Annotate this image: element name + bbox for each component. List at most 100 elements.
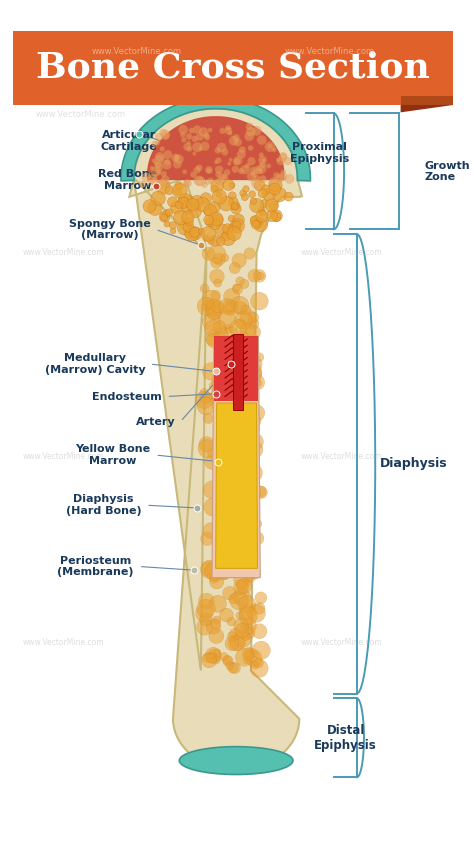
Circle shape — [254, 379, 262, 387]
Circle shape — [197, 297, 215, 315]
Text: Red Bone
Marrow: Red Bone Marrow — [98, 169, 157, 191]
Circle shape — [269, 177, 279, 187]
Circle shape — [240, 309, 256, 326]
Text: Artery: Artery — [136, 417, 176, 427]
Circle shape — [256, 272, 264, 280]
Circle shape — [191, 136, 198, 142]
Circle shape — [200, 388, 209, 398]
Circle shape — [188, 205, 201, 218]
Circle shape — [182, 201, 194, 214]
Circle shape — [233, 134, 240, 141]
Circle shape — [248, 270, 261, 282]
Circle shape — [201, 303, 209, 311]
Circle shape — [223, 395, 237, 408]
Circle shape — [202, 313, 221, 331]
Circle shape — [218, 450, 227, 459]
Circle shape — [199, 436, 214, 452]
Circle shape — [255, 592, 267, 604]
Circle shape — [209, 629, 224, 643]
Circle shape — [211, 655, 220, 664]
Circle shape — [227, 226, 241, 241]
Circle shape — [212, 214, 223, 226]
Circle shape — [164, 221, 170, 227]
Circle shape — [174, 182, 183, 190]
Circle shape — [221, 174, 227, 180]
Circle shape — [240, 190, 246, 197]
Circle shape — [229, 662, 240, 673]
Circle shape — [222, 384, 240, 402]
Circle shape — [225, 637, 239, 650]
Circle shape — [203, 522, 219, 539]
Circle shape — [245, 366, 262, 383]
Text: www.VectorMine.com: www.VectorMine.com — [23, 248, 104, 257]
Circle shape — [243, 375, 252, 384]
Circle shape — [222, 300, 238, 315]
Circle shape — [155, 140, 160, 145]
Circle shape — [209, 566, 224, 582]
Circle shape — [244, 622, 252, 630]
Circle shape — [199, 228, 204, 235]
Circle shape — [213, 461, 223, 471]
Circle shape — [206, 300, 222, 315]
Circle shape — [183, 222, 194, 232]
Circle shape — [245, 441, 263, 459]
Circle shape — [249, 167, 258, 175]
Circle shape — [272, 212, 281, 222]
Circle shape — [233, 464, 250, 480]
Circle shape — [241, 193, 248, 201]
Circle shape — [225, 421, 234, 430]
Circle shape — [239, 606, 257, 624]
Circle shape — [153, 174, 157, 178]
Circle shape — [253, 602, 265, 614]
Circle shape — [236, 277, 244, 285]
Circle shape — [231, 201, 240, 210]
Circle shape — [203, 481, 221, 499]
Circle shape — [214, 279, 222, 287]
Circle shape — [238, 456, 253, 471]
Circle shape — [242, 490, 254, 502]
Circle shape — [225, 127, 232, 135]
Circle shape — [285, 174, 294, 183]
Circle shape — [155, 152, 165, 162]
Circle shape — [185, 230, 192, 238]
Circle shape — [247, 604, 265, 622]
Text: Medullary
(Marrow) Cavity: Medullary (Marrow) Cavity — [45, 353, 145, 375]
Circle shape — [250, 489, 261, 499]
Circle shape — [205, 302, 223, 320]
Circle shape — [202, 654, 217, 668]
Circle shape — [251, 216, 257, 222]
Circle shape — [214, 458, 230, 474]
Circle shape — [180, 198, 190, 207]
Circle shape — [252, 126, 262, 136]
Circle shape — [185, 217, 193, 226]
Circle shape — [139, 181, 146, 188]
Circle shape — [251, 170, 258, 177]
Circle shape — [241, 391, 249, 399]
Circle shape — [228, 416, 241, 430]
Circle shape — [250, 660, 268, 678]
Circle shape — [212, 190, 227, 204]
Circle shape — [229, 320, 247, 337]
Circle shape — [175, 188, 182, 195]
Circle shape — [256, 210, 268, 222]
Circle shape — [227, 161, 231, 166]
Circle shape — [213, 649, 221, 656]
Circle shape — [230, 549, 244, 563]
Circle shape — [162, 132, 169, 140]
Circle shape — [255, 486, 266, 497]
Polygon shape — [147, 116, 284, 180]
Circle shape — [237, 579, 252, 594]
Circle shape — [231, 204, 237, 210]
Circle shape — [183, 180, 190, 186]
Text: www.VectorMine.com: www.VectorMine.com — [285, 47, 375, 57]
Circle shape — [250, 428, 257, 436]
Circle shape — [233, 515, 242, 524]
Circle shape — [205, 455, 219, 469]
Circle shape — [228, 662, 238, 673]
Circle shape — [272, 148, 277, 152]
Circle shape — [230, 400, 240, 411]
Circle shape — [225, 327, 238, 340]
Circle shape — [219, 545, 229, 556]
Circle shape — [230, 219, 245, 233]
Circle shape — [204, 204, 217, 216]
